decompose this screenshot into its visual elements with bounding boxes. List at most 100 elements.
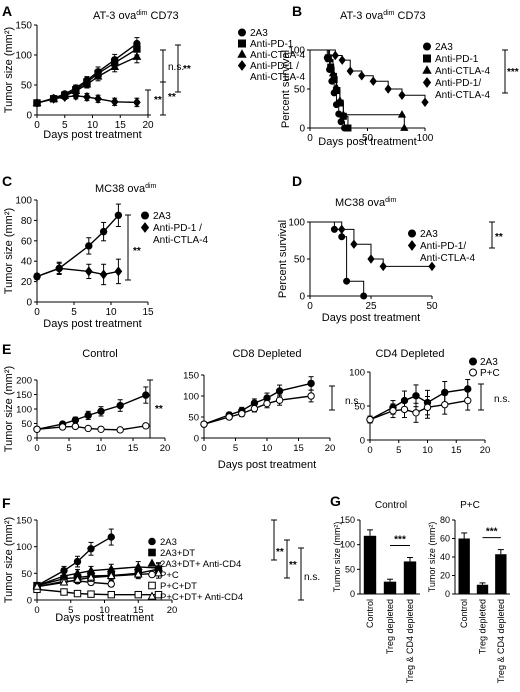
g-ytick-label: 150 [340,515,355,525]
x-tick-label: 5 [68,605,73,616]
panel-title-2: MC38 ovadim [95,183,157,195]
series-1-1-point [330,76,338,84]
g-category-label: Control [365,599,375,628]
legend-marker [148,537,156,546]
series-0-3-point [60,92,69,102]
series-3-1-point [350,239,358,249]
x-tick-label: 15 [451,445,462,456]
series-6-1-point [423,403,432,412]
legend-e-marker [469,368,477,377]
y-tick-label: 0 [299,292,305,303]
panel-title-sup: dim [145,183,156,190]
legend-label: 2A3 [250,28,268,39]
series-6-1-point [366,415,374,424]
legend-marker [407,240,417,251]
significance-label: ** [495,232,503,243]
g-ytick-label: 60 [440,534,450,544]
series-1-2-point [332,82,341,91]
y-tick-label: 0 [26,111,32,122]
x-tick-label: 20 [142,120,154,131]
significance-label: ** [289,560,297,571]
series-4-1-point [58,423,67,431]
series-0-3-point [133,97,141,108]
panel-title-0: AT-3 ovadim CD73 [93,10,179,22]
legend-label-line: Anti-CTLA-4 [435,90,490,101]
y-tick-label: 150 [16,390,32,401]
series-1-1-point [327,63,335,71]
y-tick-label: 100 [183,392,199,403]
legend-label: Anti-CTLA-4 [435,66,490,77]
series-6-1-point [412,409,420,417]
series-4-1-point [33,425,41,433]
y-tick-label: 0 [26,298,32,309]
g-ytick-label: 0 [445,589,450,599]
g-bar-8-1 [383,581,397,594]
legend-label-line: Anti-PD-1 / [250,61,299,72]
y-axis-label: Tumor size (mm²) [3,208,15,294]
legend-label-line: Anti-CTLA-4 [250,72,305,83]
panel-title-4: Control [82,348,117,360]
x-tick-label: 20 [325,443,336,454]
x-tick-label: 10 [422,445,433,456]
legend-label: 2A3+DT [160,548,195,559]
x-tick-label: 0 [307,301,313,312]
series-2-0-point [114,211,123,220]
legend-marker [423,42,431,51]
g-ytick-label: 100 [340,540,355,550]
y-tick-label: 50 [21,569,32,580]
series-5-1-point [200,420,208,428]
series-7-4-point [73,589,82,598]
g-y-axis-label: Tumor size (mm²) [332,522,342,593]
legend-marker [422,77,432,88]
legend-label: 2A3+DT+ Anti-CD4 [160,559,241,570]
series-4-0-line [36,394,147,430]
series-1-3-point [369,76,377,86]
panel-title-tail: CD73 [395,10,426,22]
legend-marker [147,591,157,600]
legend-label: 2A3 [160,537,177,548]
y-axis-label: Tumor size (mm²) [3,517,15,603]
series-0-2-point [93,71,103,80]
series-1-3-point [338,55,346,65]
x-tick-label: 15 [142,307,154,318]
series-7-2-point [133,562,143,570]
panel-title-1: AT-3 ovadim CD73 [340,10,426,22]
g-category-label: Treg depleted [478,599,488,654]
g-ytick-label: 20 [440,571,450,581]
y-axis-label: Percent survival [280,50,292,128]
panel-title-text: Control [82,348,117,360]
series-0-2-point [132,51,142,60]
series-3-0-point [360,292,368,300]
x-tick-label: 25 [365,301,377,312]
y-tick-label: 60 [21,236,33,247]
series-4-1-point [116,426,124,434]
legend-marker [147,558,157,567]
legend-marker [237,49,247,58]
series-3-0-point [343,277,351,285]
x-tick-label: 5 [62,120,68,131]
g-bar-8-2 [403,561,417,594]
series-0-3-point [33,98,41,108]
x-tick-label: 10 [105,307,117,318]
series-5-0-point [307,379,315,388]
legend-label: Anti-PD-1/Anti-CTLA-4 [435,78,490,101]
series-7-5-point [154,568,163,577]
series-3-1-point [428,261,436,272]
series-1-3-point [358,71,366,81]
g-ytick-label: 40 [440,552,450,562]
panel-letter-G: G [330,493,341,509]
panel-letter-B: B [292,3,302,19]
legend-label: P+C+DT+ Anti-CD4 [160,592,243,603]
panel-title-sup: dim [383,10,394,17]
significance-label: n.s. [345,396,361,407]
series-4-0-point [84,411,92,420]
y-tick-label: 0 [360,436,365,447]
y-tick-label: 50 [188,413,199,424]
y-tick-label: 100 [288,218,305,229]
x-tick-label: 15 [128,443,139,454]
x-tick-label: 15 [293,443,304,454]
series-7-4-point [60,588,68,596]
y-tick-label: 150 [15,21,32,32]
panel-title-tail: CD73 [148,10,179,22]
series-7-4-point [154,590,163,599]
